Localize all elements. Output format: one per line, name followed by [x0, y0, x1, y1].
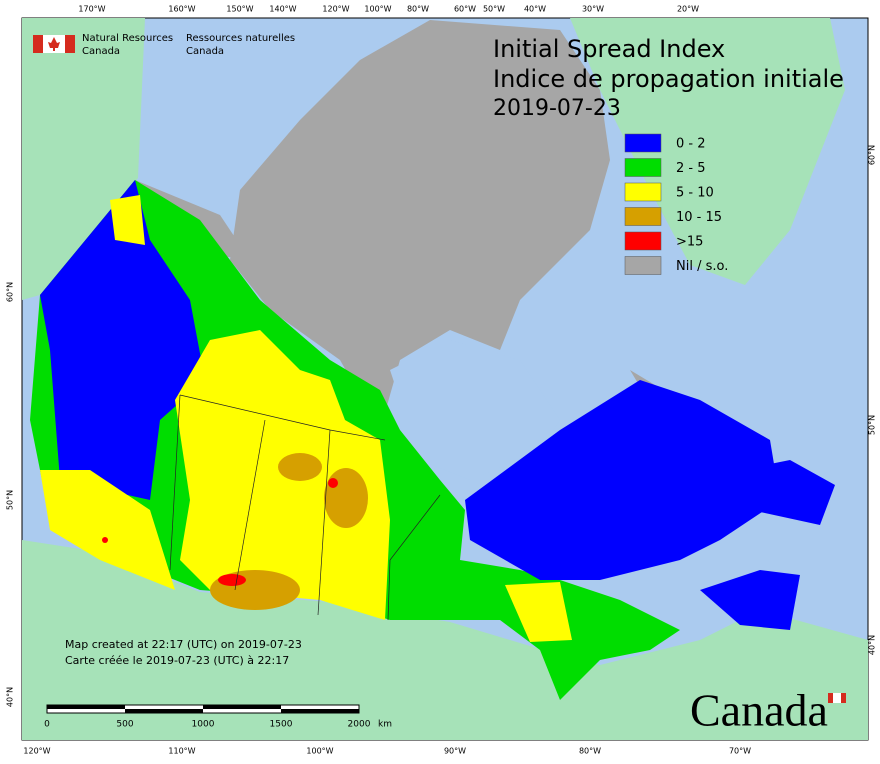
border	[317, 429, 331, 616]
isi-5-10-area	[505, 582, 572, 642]
flag-bar	[33, 35, 43, 53]
scale-label: 2000	[348, 720, 371, 730]
flag-bar	[65, 35, 75, 53]
wordmark-flag	[833, 693, 841, 703]
org-fr: Ressources naturelles	[186, 33, 295, 44]
graticule-label: 40°N	[868, 635, 877, 655]
legend-swatch	[624, 158, 662, 177]
isi-over-15-area	[218, 574, 246, 586]
isi-over-15-area	[328, 478, 338, 488]
legend-swatch	[624, 231, 662, 251]
graticule-label: 30°W	[582, 5, 604, 14]
maple-leaf	[48, 37, 60, 51]
scale-label: 1500	[270, 720, 293, 730]
legend-label: >15	[676, 235, 703, 250]
hudson-bay	[390, 340, 560, 480]
isi-10-15-area	[278, 453, 322, 481]
legend-swatch	[624, 207, 662, 226]
scale-labels: 0 500 1000 1500 2000 km	[44, 720, 392, 730]
graticule-label: 60°N	[868, 145, 877, 165]
map-frame	[21, 17, 869, 741]
isi-5-10-area	[110, 195, 145, 245]
graticule-label: 60°W	[454, 5, 476, 14]
legend-label: 2 - 5	[676, 161, 706, 176]
graticule-label: 80°W	[407, 5, 429, 14]
graticule-label: 70°W	[729, 747, 751, 756]
greenland	[570, 18, 845, 285]
title: Indice de propagation initiale	[493, 65, 844, 93]
scale-bar	[46, 704, 360, 714]
graticule-label: 50°N	[6, 490, 15, 510]
legend: 0 - 2 2 - 5 5 - 10 10 - 15 >15 Nil / s.o.	[624, 133, 728, 275]
graticule-label: 50°W	[483, 5, 505, 14]
isi-0-2-area	[465, 380, 780, 580]
usa	[22, 540, 868, 740]
isi-0-2-area	[740, 460, 835, 525]
graticule-labels: 170°W 160°W 150°W 140°W 120°W 100°W 80°W 60°W 50…	[6, 5, 877, 756]
graticule-label: 160°W	[168, 5, 195, 14]
legend-label: 0 - 2	[676, 137, 706, 152]
graticule-label: 40°N	[6, 687, 15, 707]
note: Map created at 22:17 (UTC) on 2019-07-23	[65, 638, 302, 651]
scale-segment	[203, 705, 281, 709]
graticule-label: 120°W	[322, 5, 349, 14]
date: 2019-07-23	[493, 96, 621, 121]
graticule-label: 20°W	[677, 5, 699, 14]
graticule-label: 170°W	[78, 5, 105, 14]
org-fr: Canada	[186, 46, 224, 57]
legend-label: 5 - 10	[676, 186, 714, 201]
isi-over-15-area	[102, 537, 108, 543]
isi-0-2-area	[700, 570, 800, 630]
wordmark: Canada	[690, 685, 828, 736]
graticule-label: 40°W	[524, 5, 546, 14]
org-en: Canada	[82, 46, 120, 57]
legend-swatch	[624, 256, 662, 275]
graticule-label: 150°W	[226, 5, 253, 14]
graticule-label: 140°W	[269, 5, 296, 14]
scale-label: km	[378, 720, 392, 730]
scale-segment	[281, 709, 359, 713]
graticule-label: 100°W	[364, 5, 391, 14]
border	[169, 394, 181, 571]
scale-label: 0	[44, 720, 50, 730]
graticule-label: 50°N	[868, 415, 877, 435]
graticule-label: 110°W	[168, 747, 195, 756]
legend-label: 10 - 15	[676, 210, 722, 225]
scale-label: 500	[116, 720, 133, 730]
border	[387, 494, 441, 621]
note: Carte créée le 2019-07-23 (UTC) à 22:17	[65, 654, 289, 667]
arctic-no-data	[230, 20, 610, 430]
scale-segment	[125, 709, 203, 713]
scale-label: 1000	[192, 720, 215, 730]
graticule-label: 120°W	[23, 747, 50, 756]
graticule-label: 100°W	[306, 747, 333, 756]
org-en: Natural Resources	[82, 33, 173, 44]
legend-swatch	[624, 133, 662, 153]
title: Initial Spread Index	[493, 35, 725, 63]
border	[234, 419, 266, 591]
alaska	[22, 18, 145, 300]
legend-swatch	[624, 182, 662, 202]
logo: Natural Resources Canada Ressources natu…	[33, 33, 295, 57]
isi-10-15-area	[324, 468, 368, 528]
graticule-label: 60°N	[6, 282, 15, 302]
graticule-label: 90°W	[444, 747, 466, 756]
graticule-label: 80°W	[579, 747, 601, 756]
legend-label: Nil / s.o.	[676, 259, 728, 274]
scale-segment	[47, 705, 125, 709]
isi-5-10-area	[40, 470, 175, 590]
isi-0-2-area	[40, 180, 205, 500]
